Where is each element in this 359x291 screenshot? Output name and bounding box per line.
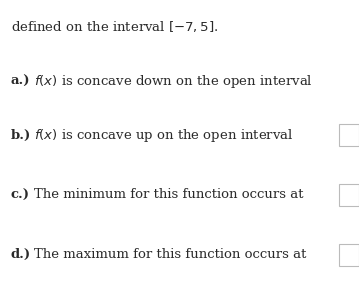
Text: defined on the interval $[-7, 5]$.: defined on the interval $[-7, 5]$. [11, 19, 218, 34]
Text: d.): d.) [11, 248, 31, 261]
Text: $f(x)$ is concave down on the open interval: $f(x)$ is concave down on the open inter… [34, 73, 313, 90]
Text: The maximum for this function occurs at: The maximum for this function occurs at [34, 248, 307, 261]
Text: $f(x)$ is concave up on the open interval: $f(x)$ is concave up on the open interva… [34, 127, 294, 144]
Text: c.): c.) [11, 189, 30, 201]
FancyBboxPatch shape [339, 125, 359, 146]
FancyBboxPatch shape [339, 244, 359, 265]
Text: a.): a.) [11, 75, 30, 88]
Text: b.): b.) [11, 129, 31, 142]
FancyBboxPatch shape [339, 184, 359, 206]
Text: The minimum for this function occurs at: The minimum for this function occurs at [34, 189, 304, 201]
